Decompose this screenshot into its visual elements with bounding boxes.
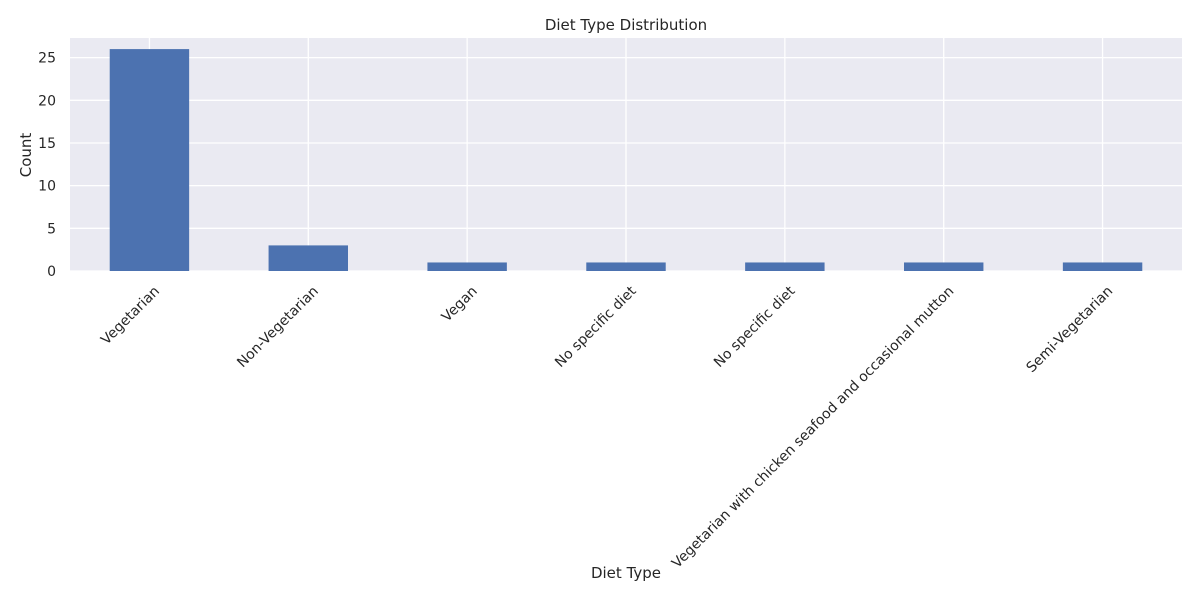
x-tick-label: Vegetarian	[98, 283, 163, 348]
bar	[904, 262, 984, 271]
y-axis-label: Count	[17, 133, 35, 178]
x-tick-labels: Vegetarian Non-Vegetarian Vegan No specific…	[98, 283, 1116, 572]
y-tick-label: 5	[47, 221, 56, 237]
x-tick-label: Semi-Vegetarian	[1024, 283, 1117, 376]
x-axis-label: Diet Type	[591, 564, 661, 582]
x-tick-label: Non-Vegetarian	[234, 283, 322, 371]
x-tick-label: No specific diet	[711, 283, 799, 371]
grid-lines	[70, 38, 1182, 272]
bar	[1062, 262, 1143, 271]
y-tick-label: 15	[38, 136, 56, 152]
y-tick-label: 10	[38, 179, 56, 195]
bar	[109, 49, 190, 271]
bar	[586, 262, 666, 271]
y-tick-label: 0	[47, 264, 56, 280]
y-tick-labels: 0 5 10 15 20 25	[38, 51, 56, 280]
y-tick-label: 25	[38, 51, 56, 67]
y-tick-label: 20	[38, 93, 56, 109]
x-tick-label: Vegetarian with chicken seafood and occa…	[669, 283, 957, 571]
x-tick-label: Vegan	[439, 283, 481, 325]
bar	[268, 245, 348, 271]
x-tick-label: No specific diet	[552, 283, 640, 371]
chart-title: Diet Type Distribution	[545, 16, 707, 34]
bars	[109, 49, 1143, 271]
bar	[745, 262, 825, 271]
bar	[427, 262, 507, 271]
